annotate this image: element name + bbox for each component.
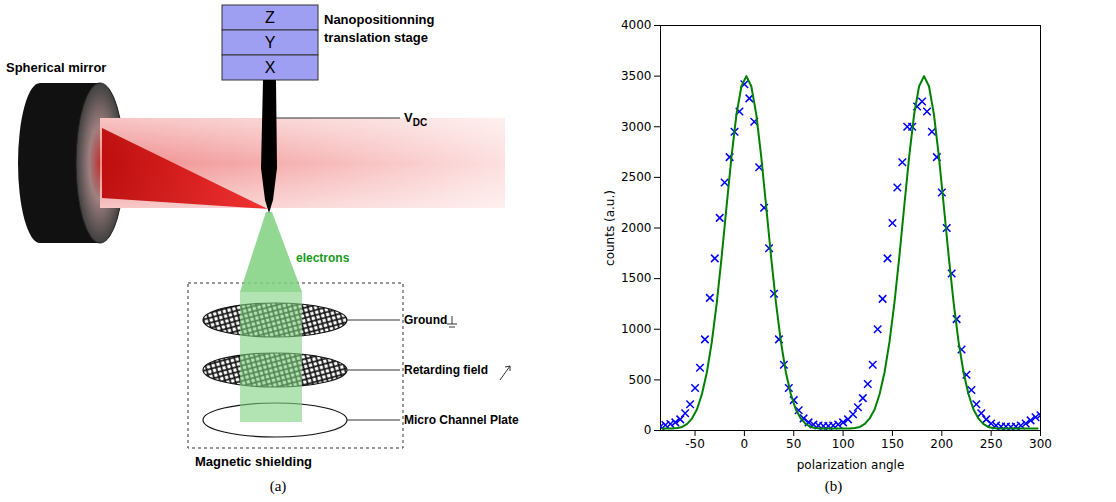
- svg-text:polarization angle: polarization angle: [797, 458, 905, 472]
- svg-text:4000: 4000: [621, 18, 652, 32]
- svg-text:250: 250: [980, 437, 1003, 451]
- svg-text:VDC: VDC: [404, 110, 427, 128]
- svg-text:-50: -50: [685, 437, 705, 451]
- svg-text:translation stage: translation stage: [324, 30, 428, 45]
- svg-text:200: 200: [930, 437, 953, 451]
- svg-text:electrons: electrons: [296, 251, 350, 265]
- html-text:(a): (a): [269, 478, 287, 494]
- svg-text:Z: Z: [265, 9, 275, 26]
- svg-text:1500: 1500: [621, 271, 652, 285]
- svg-text:3500: 3500: [621, 69, 652, 83]
- svg-text:100: 100: [832, 437, 855, 451]
- svg-text:Y: Y: [265, 34, 276, 51]
- svg-text:0: 0: [741, 437, 749, 451]
- svg-text:0: 0: [644, 423, 652, 437]
- svg-text:150: 150: [881, 437, 904, 451]
- svg-text:50: 50: [786, 437, 801, 451]
- svg-text:Retarding field: Retarding field: [404, 363, 488, 377]
- svg-text:300: 300: [1029, 437, 1052, 451]
- svg-text:counts (a.u.): counts (a.u.): [603, 190, 617, 266]
- html-text:(b): (b): [824, 478, 843, 494]
- svg-text:Spherical mirror: Spherical mirror: [6, 60, 106, 75]
- svg-text:Micro Channel Plate: Micro Channel Plate: [404, 413, 519, 427]
- svg-text:2000: 2000: [621, 221, 652, 235]
- svg-text:1000: 1000: [621, 322, 652, 336]
- svg-text:3000: 3000: [621, 120, 652, 134]
- svg-text:Magnetic shielding: Magnetic shielding: [195, 454, 312, 469]
- svg-text:2500: 2500: [621, 170, 652, 184]
- svg-text:Nanopositionning: Nanopositionning: [324, 12, 435, 27]
- svg-text:X: X: [265, 59, 276, 76]
- svg-text:Ground: Ground: [404, 313, 447, 327]
- svg-text:500: 500: [629, 373, 652, 387]
